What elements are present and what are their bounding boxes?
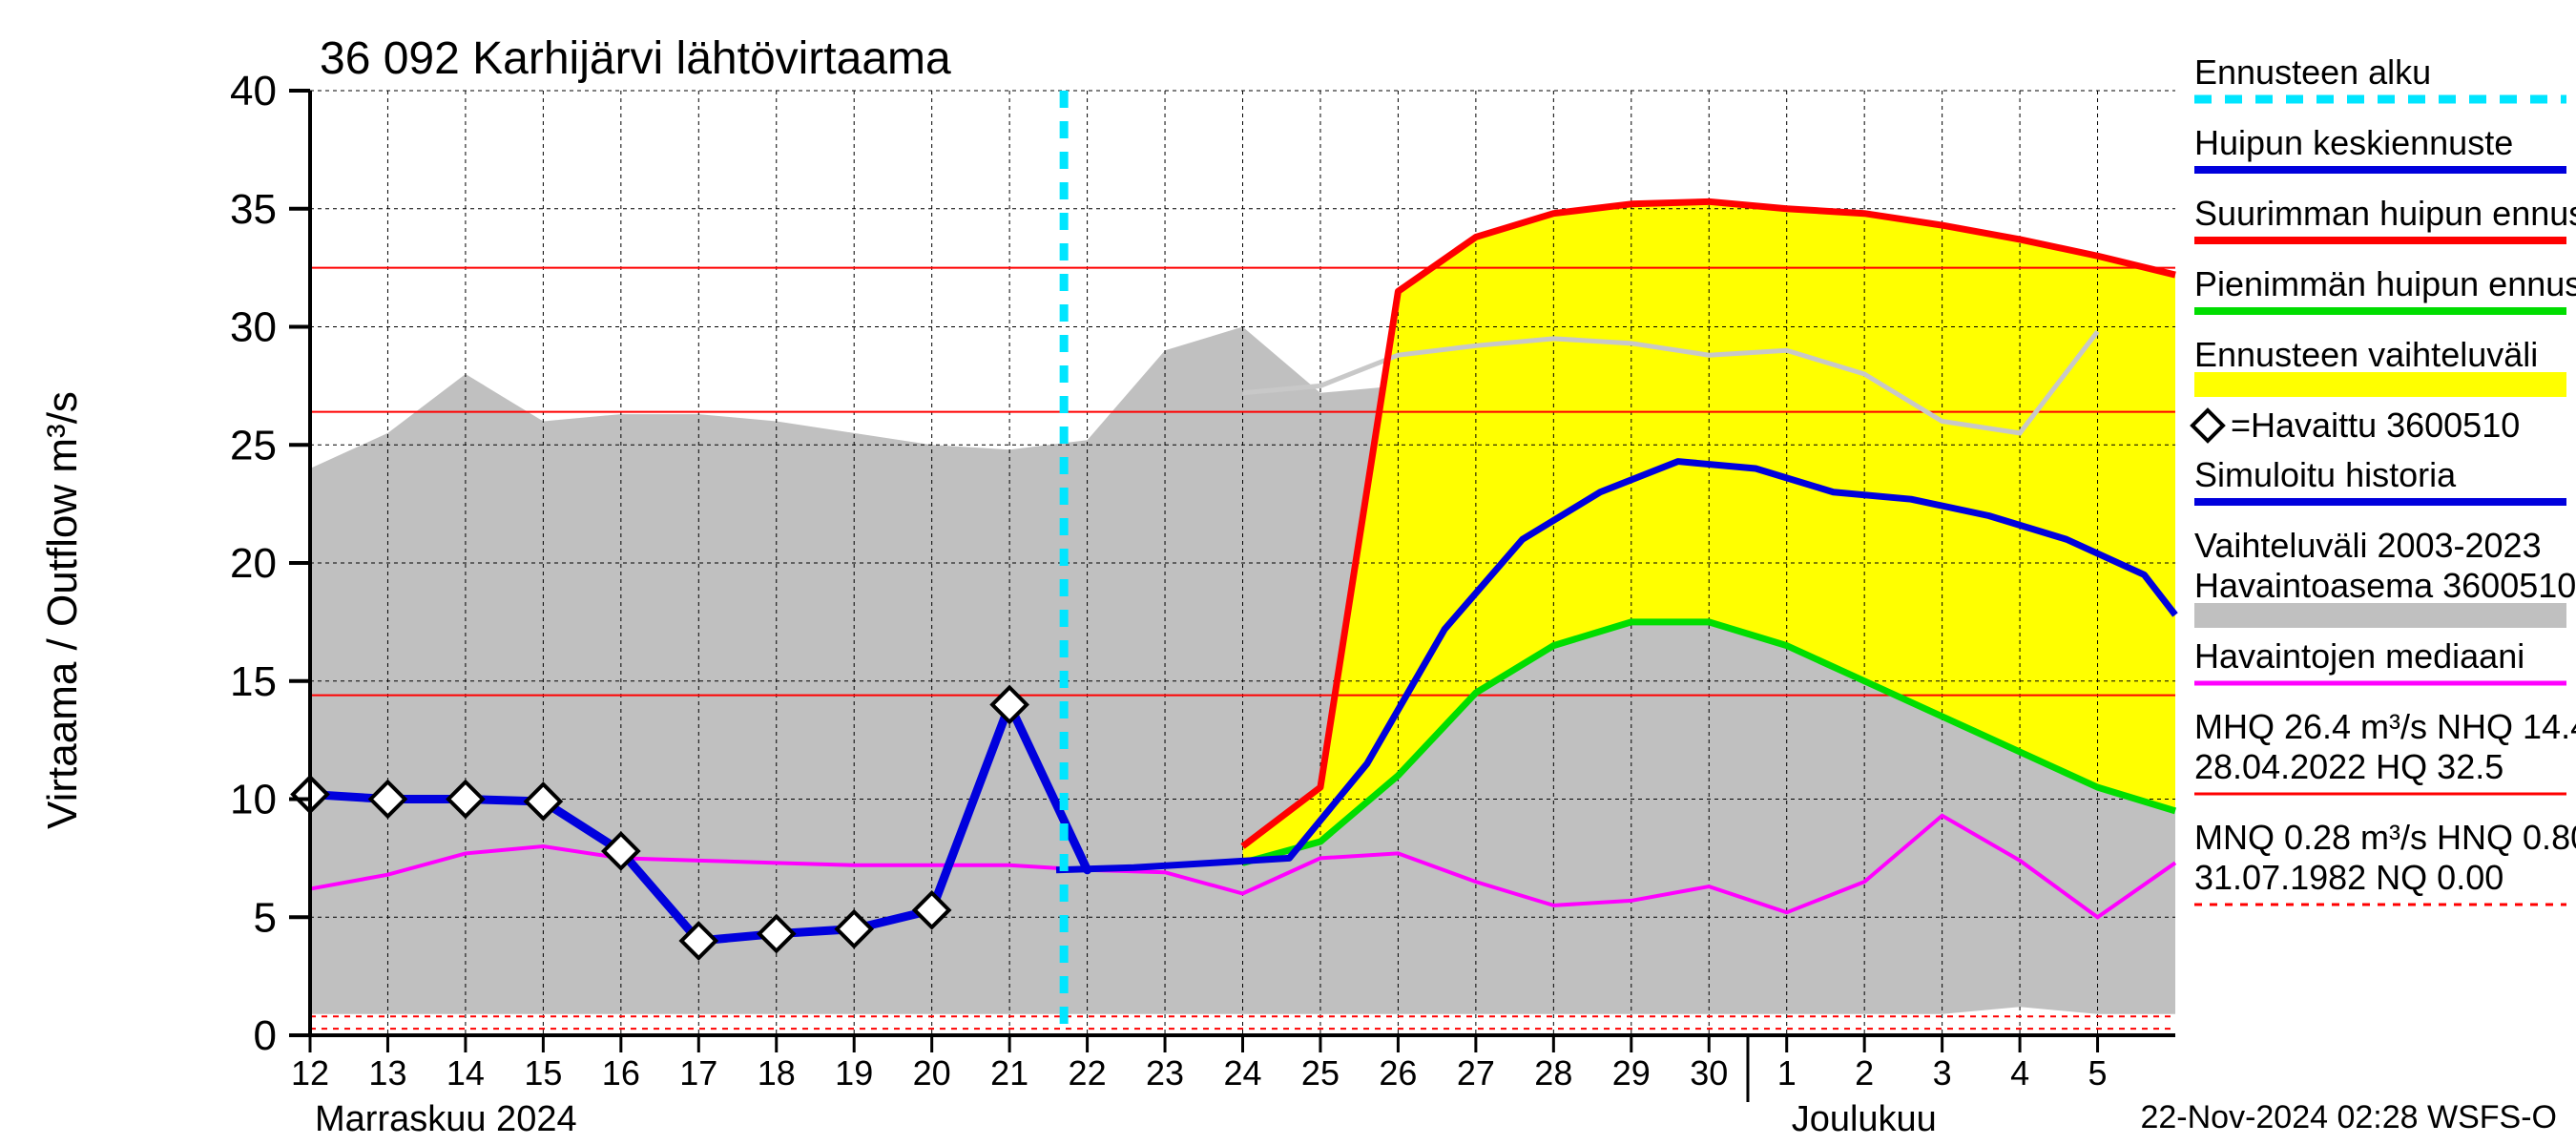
x-tick-label: 30 <box>1690 1053 1728 1093</box>
x-tick-label: 29 <box>1612 1053 1651 1093</box>
month-label-right-1: Joulukuu <box>1792 1099 1937 1139</box>
legend-label: Ennusteen alku <box>2194 52 2431 92</box>
x-tick-label: 18 <box>758 1053 796 1093</box>
y-tick-label: 0 <box>254 1012 277 1059</box>
y-tick-label: 15 <box>230 658 277 705</box>
legend-label: Pienimmän huipun ennuste <box>2194 264 2576 303</box>
x-tick-label: 26 <box>1379 1053 1417 1093</box>
x-tick-label: 5 <box>2088 1053 2108 1093</box>
legend-label: Havaintoasema 3600510 <box>2194 566 2576 605</box>
legend: Ennusteen alku Huipun keskiennuste Suurimm… <box>2192 52 2576 905</box>
legend-label: MHQ 26.4 m³/s NHQ 14.4 <box>2194 707 2576 746</box>
y-tick-label: 20 <box>230 540 277 587</box>
legend-label: Havaintojen mediaani <box>2194 636 2524 676</box>
legend-swatch <box>2194 603 2566 628</box>
x-tick-label: 4 <box>2010 1053 2029 1093</box>
x-tick-label: 21 <box>990 1053 1028 1093</box>
month-label-left-1: Marraskuu 2024 <box>315 1099 577 1139</box>
legend-label: MNQ 0.28 m³/s HNQ 0.80 <box>2194 818 2576 857</box>
x-tick-label: 23 <box>1146 1053 1184 1093</box>
x-tick-label: 20 <box>913 1053 951 1093</box>
x-tick-label: 19 <box>835 1053 873 1093</box>
y-tick-label: 10 <box>230 777 277 823</box>
x-tick-label: 13 <box>368 1053 406 1093</box>
legend-label: Suurimman huipun ennuste <box>2194 194 2576 233</box>
chart-svg: 0510152025303540121314151617181920212223… <box>0 0 2576 1145</box>
legend-label: Ennusteen vaihteluväli <box>2194 335 2538 374</box>
legend-label: 31.07.1982 NQ 0.00 <box>2194 858 2503 897</box>
legend-label: Vaihteluväli 2003-2023 <box>2194 526 2542 565</box>
x-tick-label: 17 <box>679 1053 717 1093</box>
y-tick-label: 40 <box>230 68 277 114</box>
x-tick-label: 1 <box>1777 1053 1797 1093</box>
legend-label: Huipun keskiennuste <box>2194 123 2513 162</box>
x-tick-label: 2 <box>1855 1053 1874 1093</box>
y-tick-label: 35 <box>230 186 277 233</box>
x-tick-label: 28 <box>1534 1053 1572 1093</box>
x-tick-label: 22 <box>1069 1053 1107 1093</box>
chart-title: 36 092 Karhijärvi lähtövirtaama <box>320 33 951 84</box>
hydrograph-chart: 0510152025303540121314151617181920212223… <box>0 0 2576 1145</box>
x-tick-label: 16 <box>602 1053 640 1093</box>
legend-swatch <box>2194 372 2566 397</box>
y-tick-label: 30 <box>230 304 277 351</box>
y-axis-label: Virtaama / Outflow m³/s <box>39 391 86 829</box>
y-tick-label: 25 <box>230 422 277 468</box>
y-tick-label: 5 <box>254 894 277 941</box>
legend-label: Simuloitu historia <box>2194 455 2457 494</box>
legend-label: 28.04.2022 HQ 32.5 <box>2194 747 2503 786</box>
x-tick-label: 25 <box>1301 1053 1340 1093</box>
legend-label: =Havaittu 3600510 <box>2231 406 2520 445</box>
x-tick-label: 15 <box>524 1053 562 1093</box>
x-tick-label: 27 <box>1457 1053 1495 1093</box>
x-tick-label: 12 <box>291 1053 329 1093</box>
legend-diamond-icon <box>2192 410 2223 441</box>
timestamp-label: 22-Nov-2024 02:28 WSFS-O <box>2140 1099 2557 1135</box>
x-tick-label: 3 <box>1933 1053 1952 1093</box>
x-tick-label: 24 <box>1223 1053 1261 1093</box>
x-tick-label: 14 <box>447 1053 485 1093</box>
